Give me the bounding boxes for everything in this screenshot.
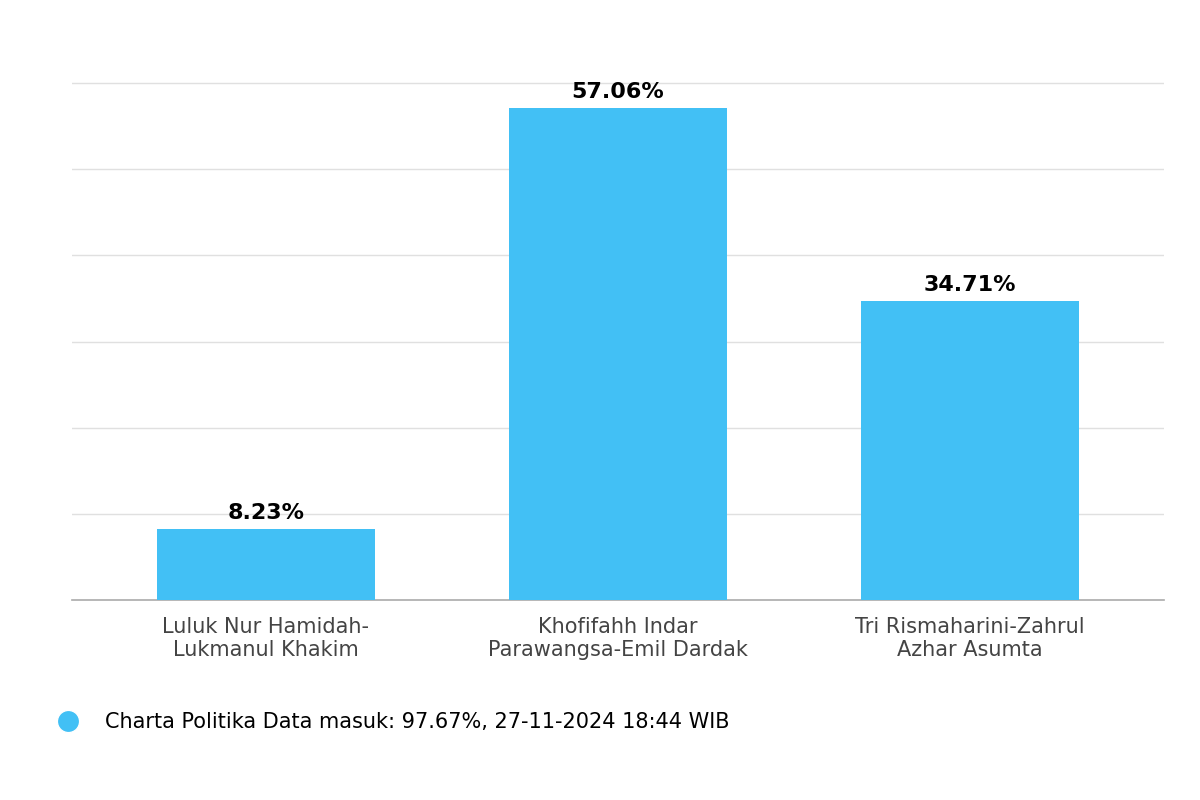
Bar xyxy=(509,109,727,600)
Bar xyxy=(862,301,1080,600)
Text: 34.71%: 34.71% xyxy=(924,275,1016,295)
Text: 8.23%: 8.23% xyxy=(227,503,305,523)
Bar xyxy=(156,529,374,600)
Legend: Charta Politika Data masuk: 97.67%, 27-11-2024 18:44 WIB: Charta Politika Data masuk: 97.67%, 27-1… xyxy=(38,704,738,741)
Text: 57.06%: 57.06% xyxy=(571,82,665,102)
